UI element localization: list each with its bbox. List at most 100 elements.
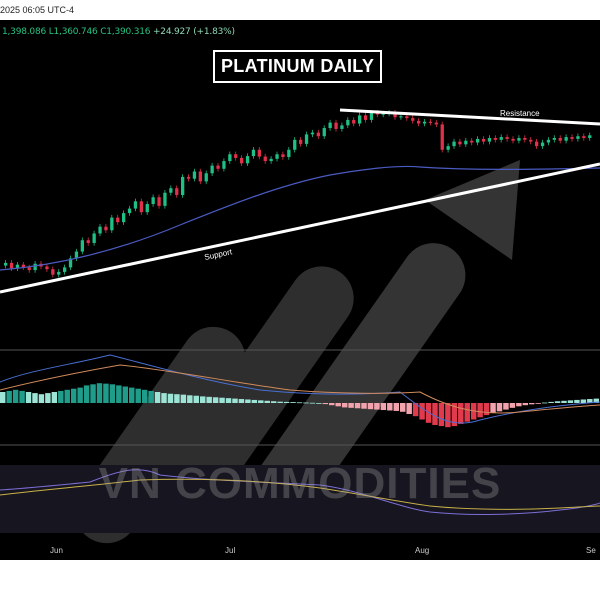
macd-bar xyxy=(458,403,464,424)
macd-bar xyxy=(503,403,509,410)
candles-group xyxy=(4,109,592,278)
ohlc-low: L1,360.746 xyxy=(48,27,98,37)
macd-bar xyxy=(122,386,129,403)
macd-bar xyxy=(490,403,496,413)
candle-body xyxy=(281,154,285,157)
macd-bar xyxy=(174,394,180,403)
candle-body xyxy=(51,269,55,275)
macd-bar xyxy=(561,400,567,403)
candle-body xyxy=(210,165,214,174)
macd-bar xyxy=(270,401,277,403)
candle-body xyxy=(340,125,344,129)
candle-body xyxy=(110,217,114,231)
rsi-line xyxy=(0,469,600,515)
candle-body xyxy=(169,188,173,193)
candle-body xyxy=(204,173,208,182)
macd-bar xyxy=(387,403,393,411)
macd-bar xyxy=(206,396,212,403)
macd-bar xyxy=(329,403,335,406)
macd-bar xyxy=(593,398,599,403)
macd-bar xyxy=(509,403,516,408)
macd-bar xyxy=(109,384,116,403)
chart-area[interactable]: 1,398.086 L1,360.746 C1,390.316 +24.927 … xyxy=(0,20,600,560)
candle-body xyxy=(476,138,480,143)
candle-body xyxy=(4,262,8,266)
macd-bar xyxy=(316,403,322,404)
macd-bar xyxy=(567,400,574,403)
candle-body xyxy=(33,263,37,271)
candle-body xyxy=(310,132,315,135)
macd-bar xyxy=(90,384,96,403)
macd-bar xyxy=(283,401,290,403)
macd-bar xyxy=(361,403,367,409)
candle-body xyxy=(505,137,509,139)
candle-body xyxy=(393,112,397,118)
macd-bar xyxy=(83,385,90,403)
candle-body xyxy=(68,258,73,268)
candle-body xyxy=(481,138,486,142)
macd-bar xyxy=(541,402,548,404)
x-tick-jun: Jun xyxy=(50,546,63,555)
macd-bar xyxy=(225,398,232,403)
candle-body xyxy=(358,115,362,124)
bottom-margin xyxy=(0,560,600,600)
candle-body xyxy=(251,149,256,157)
macd-bar xyxy=(77,387,83,403)
candle-body xyxy=(328,122,332,129)
candle-body xyxy=(263,156,267,162)
macd-bar xyxy=(335,403,341,407)
candle-body xyxy=(139,201,143,213)
macd-bar xyxy=(496,403,503,412)
candle-body xyxy=(104,226,108,231)
candle-body xyxy=(588,135,592,138)
macd-bar xyxy=(258,400,264,403)
candle-body xyxy=(245,156,250,164)
candle-body xyxy=(275,154,279,159)
macd-bar xyxy=(445,403,451,428)
macd-bar xyxy=(264,400,270,403)
ohlc-readout: 1,398.086 L1,360.746 C1,390.316 +24.927 … xyxy=(2,27,235,37)
macd-bar xyxy=(96,383,103,403)
candle-body xyxy=(299,139,303,144)
macd-bar xyxy=(238,399,245,403)
macd-bar xyxy=(548,401,554,403)
candle-body xyxy=(517,138,521,141)
macd-bar xyxy=(419,403,425,420)
macd-bar xyxy=(303,402,309,404)
candle-body xyxy=(470,140,474,143)
candle-body xyxy=(375,112,379,115)
candle-body xyxy=(369,112,374,120)
candle-body xyxy=(145,204,149,213)
candle-body xyxy=(352,119,356,124)
candle-body xyxy=(576,136,580,139)
macd-bar xyxy=(70,388,77,403)
candle-body xyxy=(440,124,444,150)
candle-body xyxy=(417,120,421,124)
candle-body xyxy=(346,119,350,126)
macd-bar xyxy=(193,395,199,403)
macd-bar xyxy=(12,389,19,403)
candle-body xyxy=(92,233,96,243)
chart-svg: Support Resistance VN COMMODITIES Jun Ju… xyxy=(0,108,600,555)
macd-bar xyxy=(412,403,419,417)
candle-body xyxy=(186,176,191,179)
candle-body xyxy=(234,154,238,158)
candle-body xyxy=(116,217,120,223)
macd-bar xyxy=(58,390,64,403)
chart-title: PLATINUM DAILY xyxy=(213,50,383,83)
macd-bar xyxy=(406,403,412,414)
candle-body xyxy=(63,267,67,272)
candle-body xyxy=(411,118,415,121)
macd-bar xyxy=(219,397,225,403)
candle-body xyxy=(98,226,102,234)
macd-bar xyxy=(19,390,25,403)
macd-bar xyxy=(438,403,445,427)
macd-bar xyxy=(0,392,6,403)
candle-body xyxy=(127,208,132,214)
macd-bar xyxy=(25,392,32,403)
x-tick-aug: Aug xyxy=(415,546,429,555)
candle-body xyxy=(240,157,244,164)
macd-bar xyxy=(451,403,458,427)
macd-bar xyxy=(200,396,206,403)
macd-bar xyxy=(432,403,438,425)
